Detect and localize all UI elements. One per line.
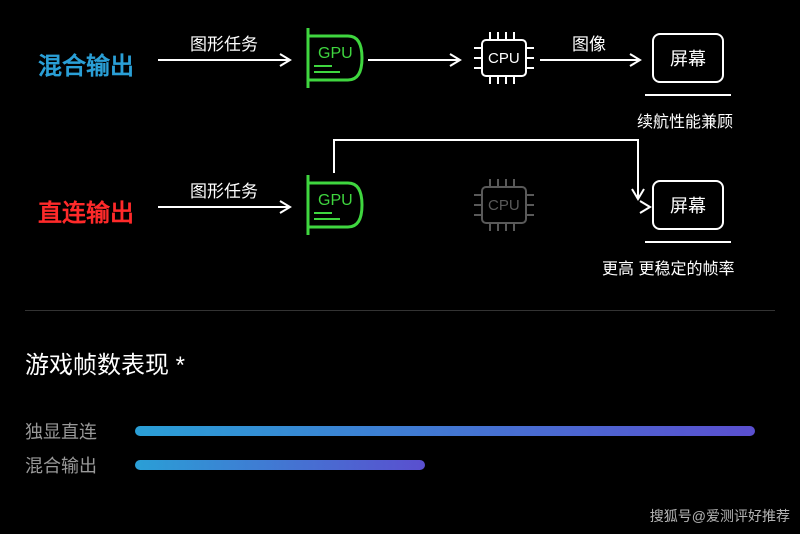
arrow-cpu-to-screen-row1 [540, 50, 648, 70]
mode-label-hybrid: 混合输出 [38, 46, 148, 81]
mode-label-direct: 直连输出 [38, 193, 148, 228]
arrow-gpu-to-cpu-row1 [368, 50, 468, 70]
bar-label-hybrid: 混合输出 [25, 452, 135, 478]
bar-row-hybrid: 混合输出 [25, 452, 425, 478]
bar-direct [135, 426, 755, 436]
arrow-mode-to-gpu-row1 [158, 50, 298, 70]
screen-box-row2: 屏幕 [652, 180, 724, 230]
watermark-text: 搜狐号@爱测评好推荐 [650, 506, 790, 526]
bar-hybrid [135, 460, 425, 470]
section-divider [25, 310, 775, 311]
bar-row-direct: 独显直连 [25, 418, 755, 444]
screen-base-row2 [645, 241, 731, 243]
gpu-icon-row1: GPU [300, 28, 370, 88]
cpu-icon-row1: CPU [470, 28, 540, 88]
chart-title: 游戏帧数表现 * [25, 345, 185, 380]
caption-row2: 更高 更稳定的帧率 [602, 255, 734, 279]
screen-label-row1: 屏幕 [670, 45, 706, 71]
screen-label-row2: 屏幕 [670, 192, 706, 218]
arrow-gpu-bypass-to-screen-row2 [332, 135, 662, 215]
svg-text:GPU: GPU [318, 45, 353, 62]
screen-box-row1: 屏幕 [652, 33, 724, 83]
bar-label-direct: 独显直连 [25, 418, 135, 444]
screen-base-row1 [645, 94, 731, 96]
caption-row1: 续航性能兼顾 [637, 108, 733, 132]
arrow-mode-to-gpu-row2 [158, 197, 298, 217]
svg-text:CPU: CPU [488, 50, 520, 67]
